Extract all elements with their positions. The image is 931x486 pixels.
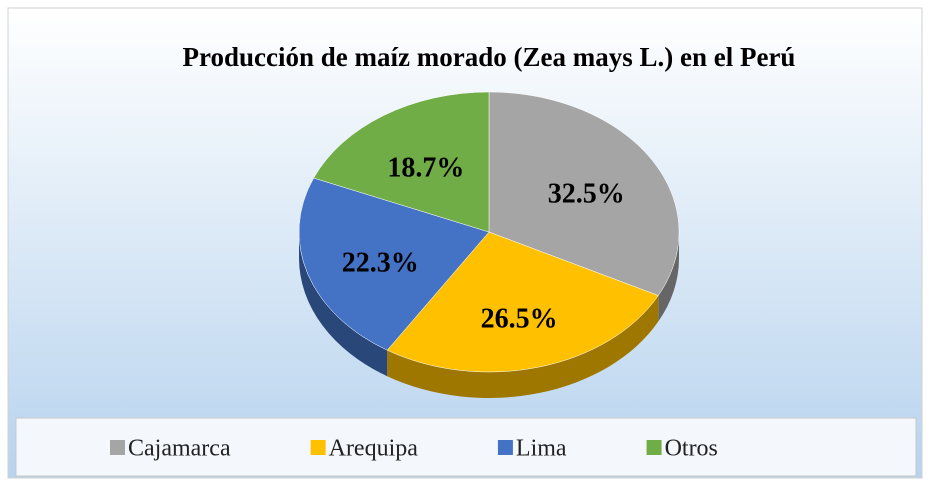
legend-label: Cajamarca <box>128 436 231 462</box>
legend-swatch <box>646 440 662 455</box>
slice-side <box>658 232 679 322</box>
slice <box>313 91 490 233</box>
data-label: 18.7% <box>387 153 464 184</box>
data-label: 26.5% <box>481 303 558 334</box>
slice <box>386 231 659 373</box>
legend-label: Lima <box>516 436 567 462</box>
data-label: 32.5% <box>548 179 625 210</box>
slice <box>488 91 680 296</box>
chart-title: Producción de maíz morado (Zea mays L.) … <box>183 42 796 72</box>
data-label: 22.3% <box>342 248 419 279</box>
legend-swatch <box>110 440 125 455</box>
legend-label: Arequipa <box>329 436 419 462</box>
slice <box>298 177 490 351</box>
slice-side <box>387 295 659 398</box>
legend-box <box>15 417 917 477</box>
legend-label: Otros <box>665 436 718 462</box>
legend-swatch <box>497 440 513 455</box>
slice-side <box>299 232 388 377</box>
legend-swatch <box>310 440 326 455</box>
